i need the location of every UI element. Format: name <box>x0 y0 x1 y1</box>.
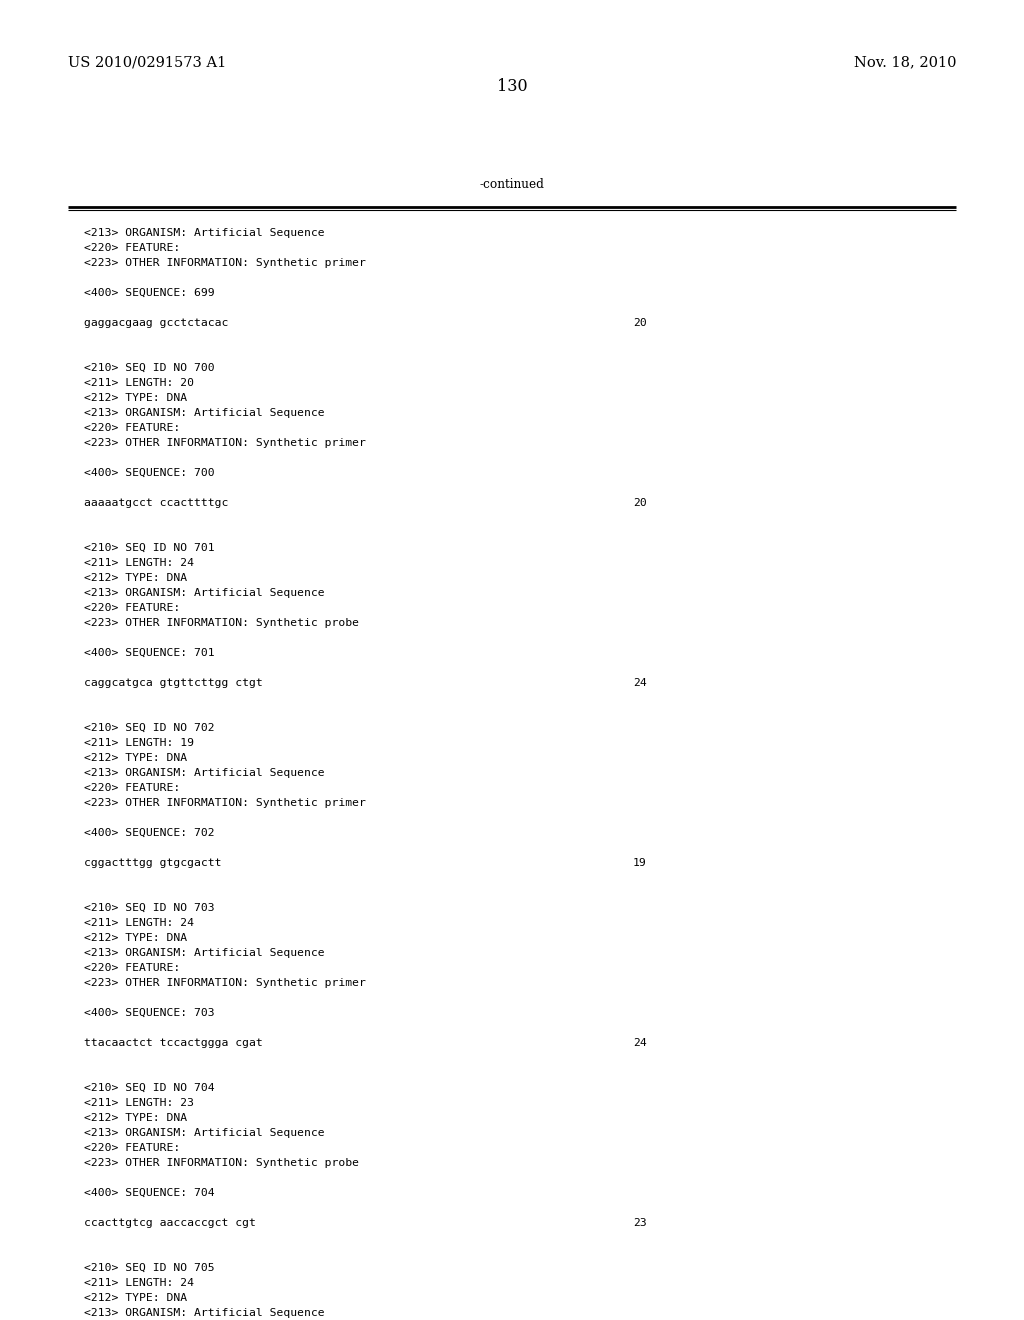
Text: 24: 24 <box>633 1038 646 1048</box>
Text: cggactttgg gtgcgactt: cggactttgg gtgcgactt <box>84 858 221 869</box>
Text: <220> FEATURE:: <220> FEATURE: <box>84 603 180 612</box>
Text: <211> LENGTH: 20: <211> LENGTH: 20 <box>84 378 194 388</box>
Text: <223> OTHER INFORMATION: Synthetic probe: <223> OTHER INFORMATION: Synthetic probe <box>84 618 359 628</box>
Text: 23: 23 <box>633 1218 646 1228</box>
Text: <210> SEQ ID NO 701: <210> SEQ ID NO 701 <box>84 543 215 553</box>
Text: <213> ORGANISM: Artificial Sequence: <213> ORGANISM: Artificial Sequence <box>84 948 325 958</box>
Text: <213> ORGANISM: Artificial Sequence: <213> ORGANISM: Artificial Sequence <box>84 1308 325 1317</box>
Text: <223> OTHER INFORMATION: Synthetic primer: <223> OTHER INFORMATION: Synthetic prime… <box>84 257 366 268</box>
Text: <223> OTHER INFORMATION: Synthetic primer: <223> OTHER INFORMATION: Synthetic prime… <box>84 799 366 808</box>
Text: -continued: -continued <box>479 178 545 191</box>
Text: <212> TYPE: DNA: <212> TYPE: DNA <box>84 393 187 403</box>
Text: <220> FEATURE:: <220> FEATURE: <box>84 422 180 433</box>
Text: <400> SEQUENCE: 702: <400> SEQUENCE: 702 <box>84 828 215 838</box>
Text: <213> ORGANISM: Artificial Sequence: <213> ORGANISM: Artificial Sequence <box>84 587 325 598</box>
Text: aaaaatgcct ccacttttgc: aaaaatgcct ccacttttgc <box>84 498 228 508</box>
Text: <213> ORGANISM: Artificial Sequence: <213> ORGANISM: Artificial Sequence <box>84 228 325 238</box>
Text: <210> SEQ ID NO 700: <210> SEQ ID NO 700 <box>84 363 215 374</box>
Text: <210> SEQ ID NO 704: <210> SEQ ID NO 704 <box>84 1082 215 1093</box>
Text: <211> LENGTH: 23: <211> LENGTH: 23 <box>84 1098 194 1107</box>
Text: <211> LENGTH: 24: <211> LENGTH: 24 <box>84 558 194 568</box>
Text: <400> SEQUENCE: 703: <400> SEQUENCE: 703 <box>84 1008 215 1018</box>
Text: 20: 20 <box>633 318 646 327</box>
Text: <211> LENGTH: 24: <211> LENGTH: 24 <box>84 1278 194 1288</box>
Text: 19: 19 <box>633 858 646 869</box>
Text: <212> TYPE: DNA: <212> TYPE: DNA <box>84 1113 187 1123</box>
Text: <210> SEQ ID NO 705: <210> SEQ ID NO 705 <box>84 1263 215 1272</box>
Text: ttacaactct tccactggga cgat: ttacaactct tccactggga cgat <box>84 1038 263 1048</box>
Text: <212> TYPE: DNA: <212> TYPE: DNA <box>84 1294 187 1303</box>
Text: 24: 24 <box>633 678 646 688</box>
Text: <400> SEQUENCE: 701: <400> SEQUENCE: 701 <box>84 648 215 657</box>
Text: Nov. 18, 2010: Nov. 18, 2010 <box>853 55 956 69</box>
Text: <220> FEATURE:: <220> FEATURE: <box>84 243 180 253</box>
Text: caggcatgca gtgttcttgg ctgt: caggcatgca gtgttcttgg ctgt <box>84 678 263 688</box>
Text: <220> FEATURE:: <220> FEATURE: <box>84 964 180 973</box>
Text: <400> SEQUENCE: 700: <400> SEQUENCE: 700 <box>84 469 215 478</box>
Text: <212> TYPE: DNA: <212> TYPE: DNA <box>84 933 187 942</box>
Text: <223> OTHER INFORMATION: Synthetic probe: <223> OTHER INFORMATION: Synthetic probe <box>84 1158 359 1168</box>
Text: <223> OTHER INFORMATION: Synthetic primer: <223> OTHER INFORMATION: Synthetic prime… <box>84 978 366 987</box>
Text: US 2010/0291573 A1: US 2010/0291573 A1 <box>68 55 226 69</box>
Text: <223> OTHER INFORMATION: Synthetic primer: <223> OTHER INFORMATION: Synthetic prime… <box>84 438 366 447</box>
Text: gaggacgaag gcctctacac: gaggacgaag gcctctacac <box>84 318 228 327</box>
Text: <220> FEATURE:: <220> FEATURE: <box>84 783 180 793</box>
Text: <212> TYPE: DNA: <212> TYPE: DNA <box>84 573 187 583</box>
Text: <212> TYPE: DNA: <212> TYPE: DNA <box>84 752 187 763</box>
Text: <211> LENGTH: 19: <211> LENGTH: 19 <box>84 738 194 748</box>
Text: <213> ORGANISM: Artificial Sequence: <213> ORGANISM: Artificial Sequence <box>84 408 325 418</box>
Text: <400> SEQUENCE: 699: <400> SEQUENCE: 699 <box>84 288 215 298</box>
Text: <220> FEATURE:: <220> FEATURE: <box>84 1143 180 1152</box>
Text: <400> SEQUENCE: 704: <400> SEQUENCE: 704 <box>84 1188 215 1199</box>
Text: <213> ORGANISM: Artificial Sequence: <213> ORGANISM: Artificial Sequence <box>84 768 325 777</box>
Text: <210> SEQ ID NO 702: <210> SEQ ID NO 702 <box>84 723 215 733</box>
Text: 20: 20 <box>633 498 646 508</box>
Text: 130: 130 <box>497 78 527 95</box>
Text: <213> ORGANISM: Artificial Sequence: <213> ORGANISM: Artificial Sequence <box>84 1129 325 1138</box>
Text: ccacttgtcg aaccaccgct cgt: ccacttgtcg aaccaccgct cgt <box>84 1218 256 1228</box>
Text: <211> LENGTH: 24: <211> LENGTH: 24 <box>84 917 194 928</box>
Text: <210> SEQ ID NO 703: <210> SEQ ID NO 703 <box>84 903 215 913</box>
